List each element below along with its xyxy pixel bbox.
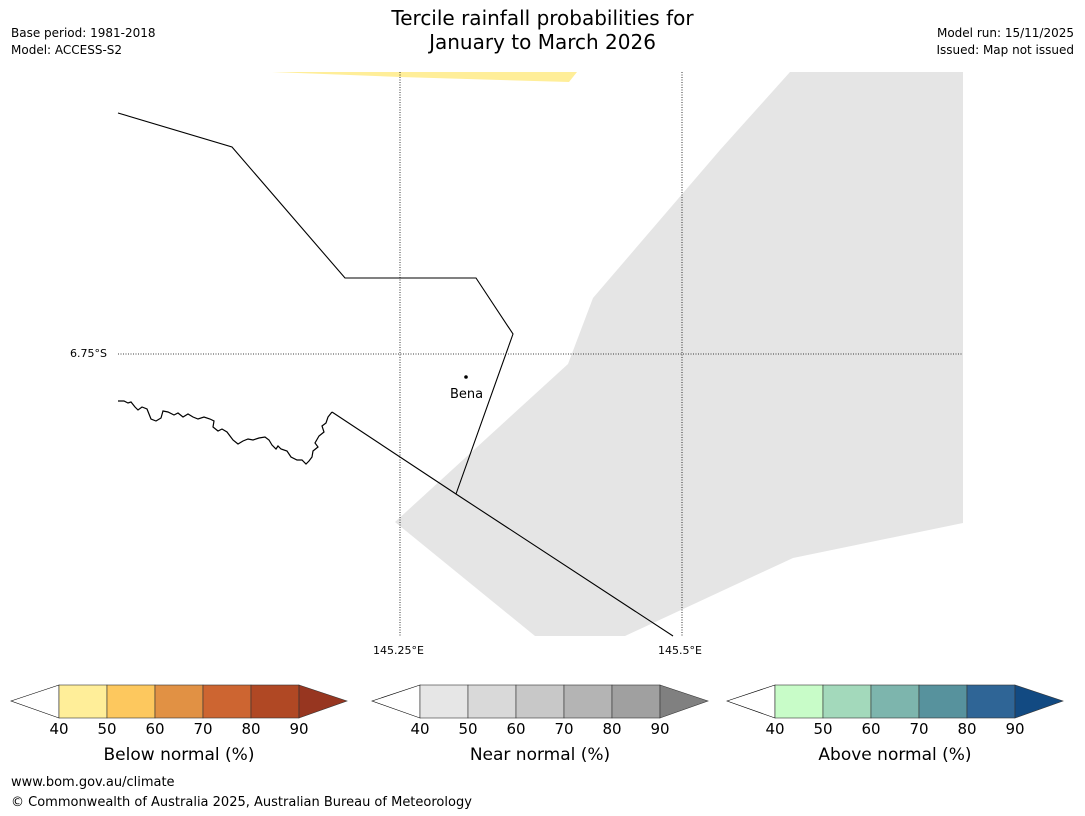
tick-label: 90 bbox=[1005, 720, 1025, 738]
longitude-label-2: 145.5°E bbox=[658, 644, 702, 657]
near-ticks: 40 50 60 70 80 90 bbox=[0, 720, 1085, 740]
tick-label: 70 bbox=[554, 720, 574, 738]
tick-label: 70 bbox=[909, 720, 929, 738]
below-swatch-3 bbox=[154, 684, 204, 719]
near-normal-title: Near normal (%) bbox=[469, 745, 611, 765]
issued-status: Issued: Map not issued bbox=[936, 43, 1074, 57]
boundary-line-south bbox=[331, 411, 674, 637]
latitude-label: 6.75°S bbox=[70, 347, 107, 360]
near-swatch-4 bbox=[563, 684, 613, 719]
below-ticks: 40 50 60 70 80 90 bbox=[0, 720, 1085, 740]
near-over-triangle bbox=[659, 684, 709, 719]
bena-marker bbox=[464, 375, 468, 379]
below-normal-region bbox=[272, 72, 577, 82]
below-swatch-5 bbox=[250, 684, 300, 719]
model-name: Model: ACCESS-S2 bbox=[11, 43, 123, 57]
coastline bbox=[118, 400, 333, 465]
tick-label: 60 bbox=[145, 720, 165, 738]
base-period: Base period: 1981-2018 bbox=[11, 26, 156, 40]
meta-left: Base period: 1981-2018 Model: ACCESS-S2 bbox=[11, 25, 156, 59]
near-swatch-1 bbox=[419, 684, 469, 719]
above-swatch-3 bbox=[870, 684, 920, 719]
above-ticks: 40 50 60 70 80 90 bbox=[0, 720, 1085, 740]
below-swatch-1 bbox=[58, 684, 108, 719]
below-over-triangle bbox=[298, 684, 348, 719]
tick-label: 50 bbox=[813, 720, 833, 738]
tick-label: 40 bbox=[49, 720, 69, 738]
tick-label: 80 bbox=[241, 720, 261, 738]
above-swatch-1 bbox=[774, 684, 824, 719]
below-swatch-2 bbox=[106, 684, 156, 719]
above-over-triangle bbox=[1014, 684, 1064, 719]
footer-copyright: © Commonwealth of Australia 2025, Austra… bbox=[11, 795, 472, 810]
title-line-2: January to March 2026 bbox=[429, 30, 656, 54]
map-title: Tercile rainfall probabilities for Janua… bbox=[0, 6, 1085, 54]
below-under-triangle bbox=[10, 684, 60, 719]
tick-label: 90 bbox=[289, 720, 309, 738]
near-swatch-5 bbox=[611, 684, 661, 719]
title-line-1: Tercile rainfall probabilities for bbox=[391, 6, 694, 30]
tick-label: 50 bbox=[458, 720, 478, 738]
meta-right: Model run: 15/11/2025 Issued: Map not is… bbox=[936, 25, 1074, 59]
colorbar-above-normal bbox=[726, 684, 1064, 719]
near-under-triangle bbox=[371, 684, 421, 719]
boundary-line-north bbox=[117, 112, 514, 495]
footer-url: www.bom.gov.au/climate bbox=[11, 775, 175, 790]
tick-label: 80 bbox=[602, 720, 622, 738]
tick-label: 70 bbox=[193, 720, 213, 738]
above-under-triangle bbox=[726, 684, 776, 719]
place-label-bena: Bena bbox=[450, 387, 484, 402]
tick-label: 40 bbox=[410, 720, 430, 738]
near-swatch-2 bbox=[467, 684, 517, 719]
below-swatch-4 bbox=[202, 684, 252, 719]
longitude-label-1: 145.25°E bbox=[373, 644, 424, 657]
tick-label: 90 bbox=[650, 720, 670, 738]
tick-label: 60 bbox=[861, 720, 881, 738]
below-normal-title: Below normal (%) bbox=[103, 745, 255, 765]
above-swatch-2 bbox=[822, 684, 872, 719]
tick-label: 50 bbox=[97, 720, 117, 738]
tick-label: 40 bbox=[765, 720, 785, 738]
tick-label: 60 bbox=[506, 720, 526, 738]
above-normal-title: Above normal (%) bbox=[818, 745, 972, 765]
colorbar-below-normal bbox=[10, 684, 348, 719]
model-run: Model run: 15/11/2025 bbox=[936, 26, 1074, 40]
tick-label: 80 bbox=[957, 720, 977, 738]
near-swatch-3 bbox=[515, 684, 565, 719]
above-swatch-4 bbox=[918, 684, 968, 719]
above-swatch-5 bbox=[966, 684, 1016, 719]
colorbar-near-normal bbox=[371, 684, 709, 719]
